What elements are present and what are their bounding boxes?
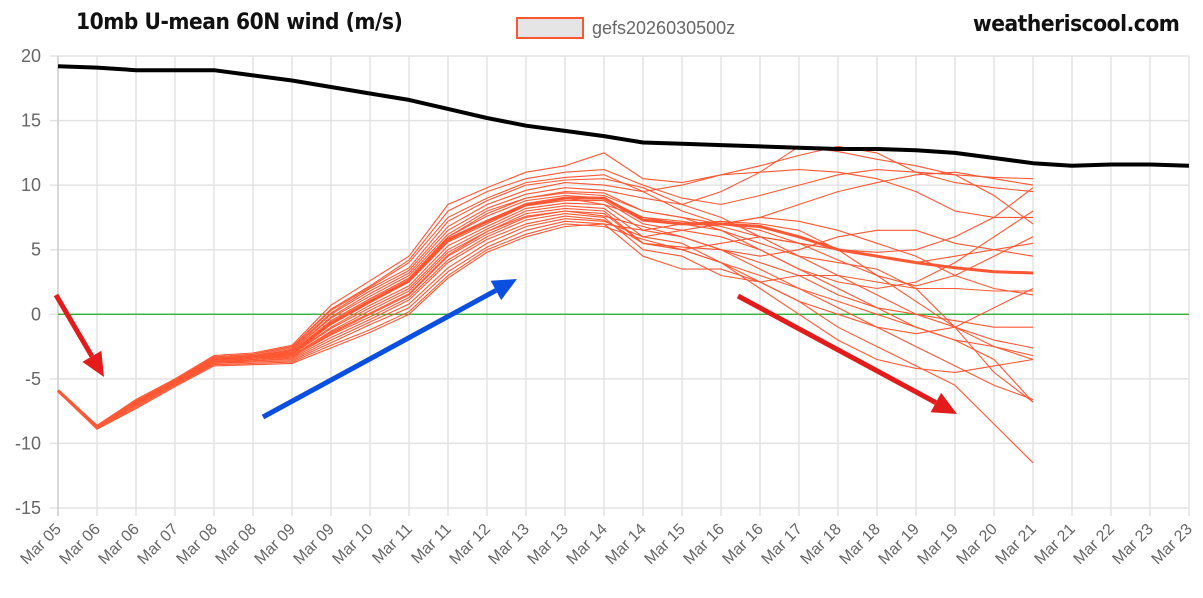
- x-tick-label: Mar 18: [798, 521, 845, 568]
- ensemble-member-line: [57, 210, 1034, 429]
- x-tick-label: Mar 12: [447, 521, 494, 568]
- y-tick-label: 0: [31, 304, 41, 324]
- ensemble-member-line: [57, 187, 1034, 428]
- x-tick-label: Mar 13: [525, 521, 572, 568]
- chart-title: 10mb U-mean 60N wind (m/s): [76, 10, 403, 35]
- x-tick-label: Mar 05: [18, 521, 65, 568]
- ensemble-mean-line: [56, 196, 1034, 429]
- x-tick-label: Mar 06: [96, 521, 143, 568]
- y-tick-label: -10: [15, 433, 41, 453]
- ensemble-member-line: [57, 220, 1034, 429]
- ensemble-member-line: [57, 220, 1034, 430]
- x-tick-label: Mar 21: [993, 521, 1040, 568]
- x-tick-label: Mar 10: [330, 521, 377, 568]
- x-tick-label: Mar 07: [135, 521, 182, 568]
- blue-arrow-up-icon-shaft: [261, 288, 498, 420]
- climatology-line: [57, 64, 1190, 168]
- x-tick-label: Mar 20: [954, 521, 1001, 568]
- x-tick-label: Mar 23: [1149, 521, 1196, 568]
- y-tick-label: 15: [21, 111, 41, 131]
- ensemble-member-line: [57, 223, 1034, 430]
- ensemble-member-line: [57, 182, 1034, 429]
- blue-arrow-up-icon-head: [490, 279, 517, 301]
- y-tick-label: 10: [21, 175, 41, 195]
- legend-swatch[interactable]: [516, 17, 584, 39]
- ensemble-member-line: [57, 215, 1034, 428]
- x-tick-label: Mar 15: [642, 521, 689, 568]
- x-tick-label: Mar 14: [564, 521, 611, 568]
- x-tick-label: Mar 19: [915, 521, 962, 568]
- x-tick-label: Mar 19: [876, 521, 923, 568]
- ensemble-member-line: [57, 169, 1033, 428]
- x-tick-label: Mar 18: [837, 521, 884, 568]
- legend-label: gefs2026030500z: [592, 17, 736, 38]
- y-tick-label: 5: [31, 240, 41, 260]
- x-tick-label: Mar 11: [369, 521, 415, 567]
- ensemble-member-line: [57, 210, 1033, 428]
- ensemble-member-line: [57, 145, 1034, 426]
- x-tick-label: Mar 16: [681, 521, 728, 568]
- x-tick-label: Mar 08: [213, 521, 260, 568]
- x-tick-label: Mar 08: [174, 521, 221, 568]
- legend[interactable]: gefs2026030500z: [516, 17, 735, 39]
- x-tick-label: Mar 23: [1110, 521, 1157, 568]
- ensemble-member-line: [57, 207, 1034, 428]
- x-tick-label: Mar 09: [291, 521, 338, 568]
- y-tick-label: -15: [15, 498, 41, 518]
- site-name: weatheriscool.com: [972, 12, 1180, 37]
- x-tick-label: Mar 22: [1071, 521, 1118, 568]
- red-arrow-down-right-icon-shaft: [736, 293, 938, 405]
- x-tick-label: Mar 09: [252, 521, 299, 568]
- x-tick-label: Mar 13: [486, 521, 533, 568]
- x-tick-label: Mar 14: [603, 521, 650, 568]
- red-arrow-down-icon-shaft: [53, 293, 95, 358]
- ensemble-member-line: [57, 205, 1034, 464]
- red-arrow-down-icon-head: [82, 350, 104, 377]
- ensemble-member-line: [57, 213, 1033, 429]
- x-tick-label: Mar 06: [57, 521, 104, 568]
- x-tick-label: Mar 17: [759, 521, 806, 568]
- x-tick-label: Mar 16: [720, 521, 767, 568]
- x-tick-label: Mar 11: [408, 521, 454, 567]
- y-tick-label: -5: [25, 369, 41, 389]
- x-tick-label: Mar 21: [1032, 521, 1079, 568]
- y-tick-label: 20: [21, 46, 41, 66]
- red-arrow-down-right-icon-head: [930, 392, 957, 414]
